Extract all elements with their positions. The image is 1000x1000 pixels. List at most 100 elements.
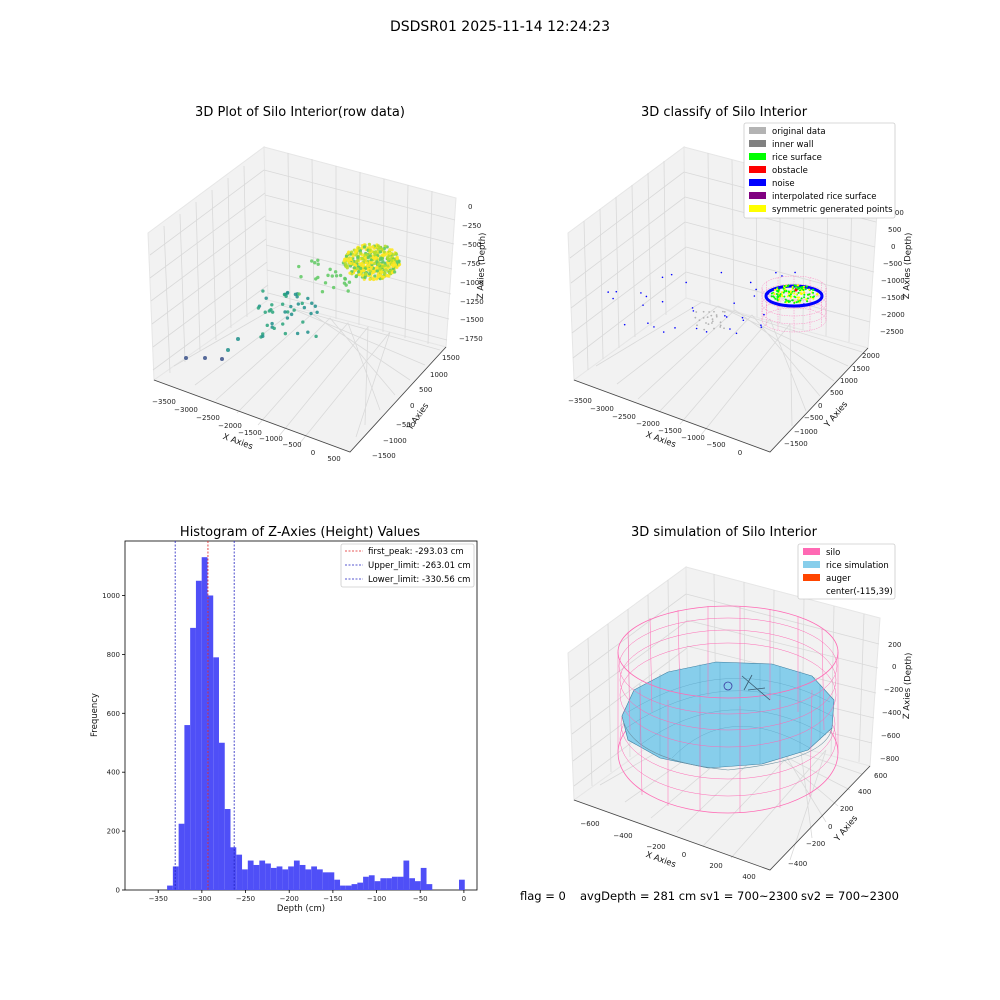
p1-point: [270, 303, 274, 307]
p1-point: [390, 259, 394, 263]
panel4-drawing: [617, 605, 839, 814]
p1-point: [349, 257, 353, 261]
p2-ztick: 500: [888, 226, 901, 234]
hist-bar: [230, 847, 237, 890]
center-marker-icon: [723, 681, 733, 691]
hist-bar: [420, 867, 427, 890]
hist-bar: [184, 725, 191, 890]
p1-point: [365, 253, 369, 257]
p1-point: [306, 330, 310, 334]
p2-point-rice: [788, 291, 791, 294]
p2-point-noise: [755, 288, 757, 291]
hist-ytick-label: 1000: [102, 592, 120, 600]
p1-point: [372, 261, 377, 266]
p1-ztick: −500: [462, 241, 481, 249]
p2-point-original: [702, 310, 705, 313]
panel-simulation: 3D simulation of Silo Interior: [567, 525, 914, 881]
p4-ztick: −200: [884, 686, 903, 694]
hist-bar: [253, 864, 260, 890]
p2-point-noise: [760, 324, 762, 326]
p2-point-original: [713, 327, 715, 330]
p2-point-rice: [781, 291, 784, 294]
p1-point: [362, 258, 366, 262]
hist-legend-frame: [340, 543, 475, 588]
p1-ztick: 0: [468, 203, 472, 211]
hist-legend-label: first_peak: -293.03 cm: [368, 547, 464, 557]
hist-bar: [195, 580, 202, 890]
p1-point: [326, 273, 330, 278]
p2-point-rice: [783, 290, 786, 293]
p4-legend-label: center(-115,39): [826, 587, 893, 597]
p2-point-noise: [735, 332, 738, 335]
p2-point-rice: [789, 296, 792, 299]
p1-point: [381, 259, 385, 264]
p2-ztick: −500: [883, 260, 902, 268]
hist-xlabel: Depth (cm): [277, 904, 325, 914]
p4-ytick: 200: [840, 805, 853, 813]
p1-point: [264, 296, 268, 300]
p1-point: [293, 292, 298, 297]
p2-point-noise: [705, 331, 708, 333]
panel2-ticks: −3500 −3000 −2500 −2000 −1500 −1000 −500…: [568, 209, 914, 457]
p1-point: [347, 280, 352, 284]
p2-legend-swatch-noise: [749, 179, 766, 186]
p2-point-rice: [773, 296, 776, 299]
p2-point-rice: [783, 295, 786, 298]
p2-point-noise: [763, 313, 765, 316]
p1-point: [394, 252, 398, 256]
p1-point: [285, 291, 289, 295]
p1-point: [357, 270, 361, 274]
p2-point-original: [722, 310, 724, 313]
p2-point-rice: [798, 301, 801, 304]
p4-xtick: 200: [709, 862, 722, 870]
p1-point: [346, 289, 350, 293]
hist-bar: [328, 872, 335, 890]
p2-point-original: [710, 314, 713, 317]
panel-raw-data: 3D Plot of Silo Interior(row data) −3500…: [147, 105, 488, 463]
p1-point: [289, 312, 294, 317]
p2-point-noise: [775, 271, 777, 274]
p1-point: [379, 270, 383, 274]
hist-xtick-label: −200: [280, 895, 299, 903]
p4-xtick: 400: [742, 873, 755, 881]
p1-point: [272, 326, 276, 331]
p1-ztick: −750: [461, 260, 480, 268]
panel3-title: Histogram of Z-Axies (Height) Values: [180, 525, 420, 540]
p2-point-noise: [733, 302, 735, 304]
p2-point-noise: [645, 295, 648, 298]
hist-bar: [380, 878, 387, 890]
p2-point-rice: [793, 284, 796, 287]
p1-point: [375, 260, 379, 264]
status-avgdepth: avgDepth = 281 cm: [580, 889, 696, 903]
p1-point: [226, 348, 230, 352]
p1-point: [386, 261, 390, 265]
hist-bar: [236, 854, 243, 890]
p2-point-rice: [790, 295, 793, 298]
hist-bar: [391, 876, 398, 890]
panel2-points: [607, 271, 827, 335]
p1-point: [297, 292, 301, 296]
p1-point: [373, 257, 377, 261]
p1-ztick: −1250: [460, 298, 484, 306]
p1-point: [352, 266, 356, 270]
p2-point-original: [703, 328, 706, 331]
p2-point-noise: [661, 300, 664, 303]
p2-xtick: −3500: [568, 397, 592, 405]
hist-bar: [403, 860, 410, 890]
p1-point: [313, 261, 317, 265]
p4-xtick: 0: [682, 851, 686, 859]
figure-suptitle: DSDSR01 2025-11-14 12:24:23: [390, 19, 610, 35]
p1-point: [393, 270, 397, 274]
p2-point-noise: [695, 327, 698, 330]
p1-point: [323, 281, 328, 285]
p1-point: [300, 301, 304, 306]
p2-legend-label: noise: [772, 179, 795, 189]
p1-point: [385, 252, 389, 256]
p1-point: [306, 296, 310, 301]
p1-xtick: 500: [327, 455, 340, 463]
p1-point: [349, 261, 353, 266]
p2-point-rice: [773, 288, 776, 291]
hist-plot-area: [124, 540, 478, 891]
panel1-title: 3D Plot of Silo Interior(row data): [195, 105, 405, 120]
p2-point-noise: [794, 271, 796, 274]
